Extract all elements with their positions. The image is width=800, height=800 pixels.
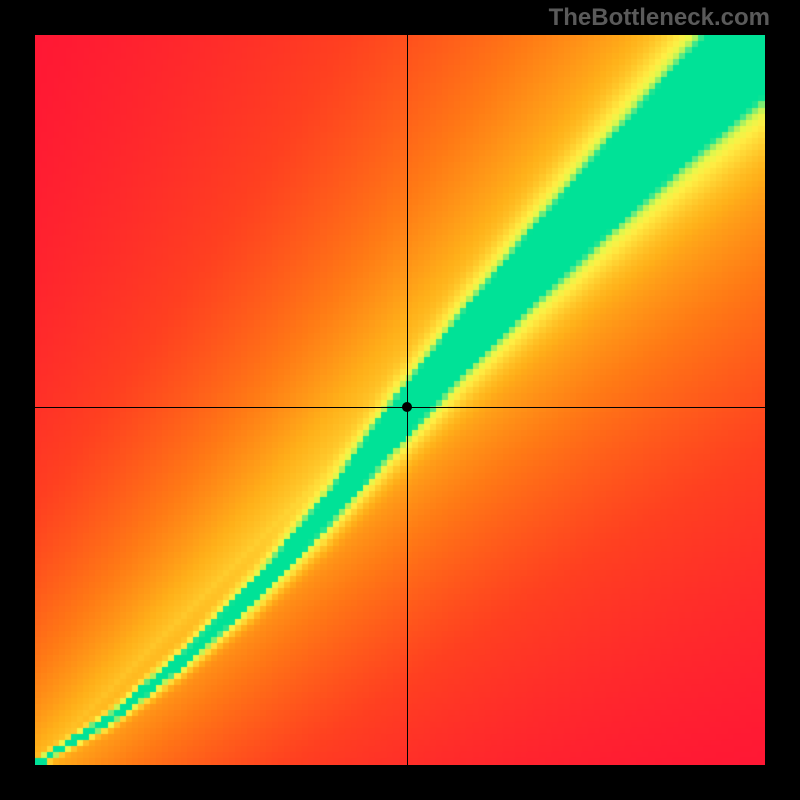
heatmap-canvas xyxy=(35,35,765,765)
crosshair-vertical xyxy=(407,35,408,765)
heatmap-plot xyxy=(35,35,765,765)
watermark-text: TheBottleneck.com xyxy=(549,4,770,32)
crosshair-horizontal xyxy=(35,407,765,408)
outer-frame: TheBottleneck.com xyxy=(0,0,800,800)
